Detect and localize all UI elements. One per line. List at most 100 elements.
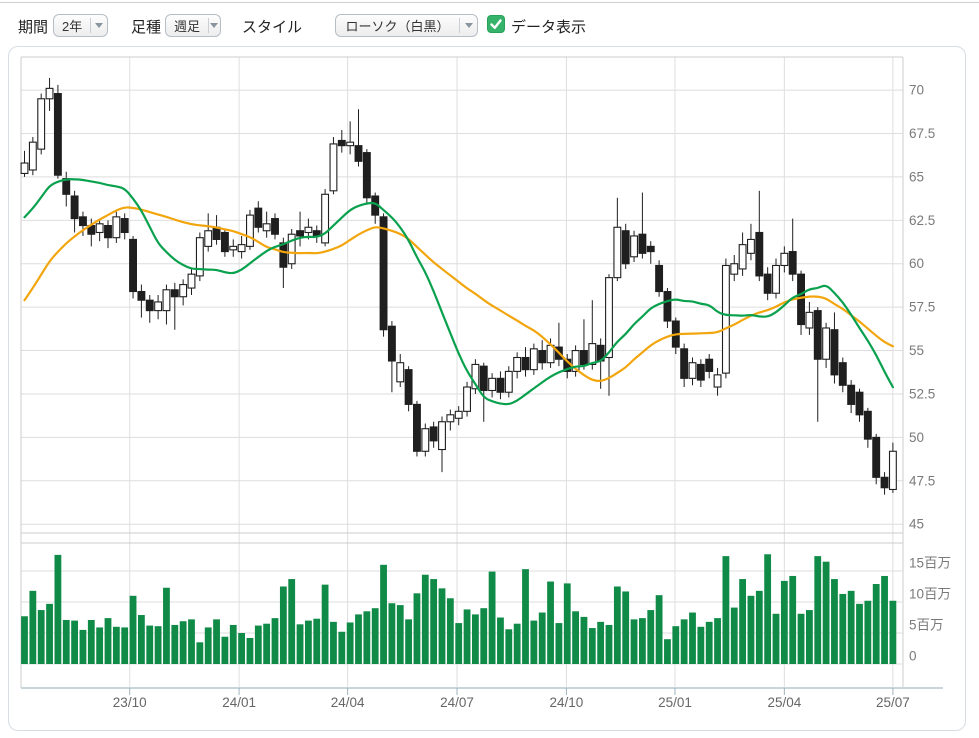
volume-bar bbox=[455, 623, 463, 664]
volume-bar bbox=[605, 624, 613, 664]
candle-body-up bbox=[822, 327, 831, 360]
volume-bar bbox=[664, 639, 671, 664]
volume-bar bbox=[538, 612, 546, 664]
dropdown-divider bbox=[90, 18, 92, 33]
volume-bar bbox=[279, 586, 287, 664]
x-tick-label: 23/10 bbox=[113, 695, 147, 710]
period-dropdown[interactable]: 2年 bbox=[53, 14, 108, 37]
candle-body-down bbox=[354, 145, 363, 162]
candle-body-down bbox=[70, 195, 79, 220]
candle-body-down bbox=[145, 299, 154, 312]
candle-body-down bbox=[120, 218, 129, 234]
volume-bar bbox=[438, 588, 446, 664]
volume-bar bbox=[889, 600, 897, 664]
bar-type-dropdown[interactable]: 週足 bbox=[165, 14, 221, 37]
candle-body-down bbox=[872, 436, 881, 478]
volume-bar bbox=[37, 610, 45, 664]
candle-body-up bbox=[613, 226, 622, 279]
volume-bar bbox=[755, 590, 763, 664]
volume-bar bbox=[71, 620, 78, 664]
chart-toolbar: 期間 2年 足種 週足 スタイル ローソク（白黒） データ表示 bbox=[0, 8, 979, 44]
candle-body-down bbox=[479, 365, 488, 392]
volume-bar bbox=[204, 627, 212, 664]
candle-body-down bbox=[362, 152, 371, 199]
volume-bar bbox=[263, 623, 271, 664]
style-dropdown[interactable]: ローソク（白黒） bbox=[335, 14, 478, 37]
volume-bar bbox=[530, 620, 538, 664]
volume-bar bbox=[163, 587, 170, 664]
volume-bar bbox=[154, 626, 162, 664]
volume-tick-label: 15百万 bbox=[909, 556, 951, 571]
chevron-down-icon[interactable] bbox=[460, 15, 477, 36]
candle-body-down bbox=[763, 273, 772, 294]
volume-bar bbox=[764, 554, 772, 664]
candle-body-up bbox=[195, 237, 204, 277]
candle-body-up bbox=[237, 244, 246, 253]
candle-body-down bbox=[663, 290, 672, 322]
volume-bar bbox=[831, 579, 838, 664]
candle-body-up bbox=[446, 414, 455, 423]
volume-bar bbox=[488, 571, 496, 664]
volume-bar bbox=[138, 615, 145, 664]
volume-bar bbox=[112, 626, 120, 664]
candle-body-down bbox=[638, 233, 647, 254]
volume-bar bbox=[822, 561, 830, 664]
data-display-label: データ表示 bbox=[511, 19, 587, 36]
volume-bar bbox=[714, 618, 721, 664]
candle-body-down bbox=[655, 264, 664, 293]
style-value: ローソク（白黒） bbox=[345, 19, 450, 34]
candle-body-up bbox=[246, 214, 254, 247]
volume-bar bbox=[229, 624, 237, 664]
candle-body-up bbox=[471, 363, 480, 390]
candle-body-down bbox=[79, 216, 87, 227]
candle-body-down bbox=[855, 391, 864, 416]
candle-body-down bbox=[838, 362, 847, 386]
volume-bar bbox=[46, 603, 53, 664]
volume-bar bbox=[780, 580, 788, 664]
candle-body-down bbox=[137, 290, 146, 301]
volume-bar bbox=[730, 607, 738, 664]
volume-bar bbox=[480, 608, 488, 664]
candle-body-up bbox=[571, 350, 580, 372]
price-tick-label: 60 bbox=[909, 256, 924, 271]
volume-bar bbox=[380, 564, 387, 664]
x-tick-label: 24/01 bbox=[222, 695, 256, 710]
volume-bar bbox=[338, 631, 346, 664]
volume-tick-label: 5百万 bbox=[909, 618, 944, 633]
volume-bar bbox=[355, 614, 362, 664]
volume-bar bbox=[146, 625, 154, 664]
volume-bar bbox=[563, 583, 571, 664]
candle-body-up bbox=[888, 450, 897, 491]
x-tick-label: 24/10 bbox=[550, 695, 584, 710]
volume-bar bbox=[96, 627, 104, 664]
volume-bar bbox=[772, 613, 780, 664]
volume-bar bbox=[639, 618, 646, 664]
ma-long-line bbox=[23, 206, 894, 383]
volume-bar bbox=[363, 611, 371, 664]
candle-body-up bbox=[713, 374, 722, 388]
price-tick-label: 47.5 bbox=[909, 473, 935, 488]
volume-bar bbox=[881, 575, 888, 664]
volume-bar bbox=[54, 554, 62, 664]
x-tick-label: 24/04 bbox=[331, 695, 365, 710]
data-display-checkbox[interactable] bbox=[487, 15, 505, 33]
candle-body-up bbox=[738, 244, 747, 270]
candle-body-down bbox=[646, 245, 655, 253]
volume-bar bbox=[847, 590, 855, 664]
volume-bar bbox=[288, 579, 296, 664]
candle-body-up bbox=[529, 348, 538, 371]
volume-bar bbox=[522, 569, 529, 664]
candle-body-up bbox=[513, 356, 522, 372]
volume-bar bbox=[271, 618, 279, 664]
chevron-down-icon[interactable] bbox=[209, 15, 220, 36]
volume-bar bbox=[672, 626, 680, 664]
volume-bar bbox=[196, 642, 204, 664]
candle-body-down bbox=[254, 207, 263, 228]
candle-body-down bbox=[279, 242, 288, 268]
volume-bar bbox=[87, 619, 95, 664]
candle-body-up bbox=[454, 410, 463, 419]
candle-body-down bbox=[129, 238, 137, 293]
volume-bar bbox=[722, 556, 730, 664]
chevron-down-icon[interactable] bbox=[91, 15, 107, 36]
